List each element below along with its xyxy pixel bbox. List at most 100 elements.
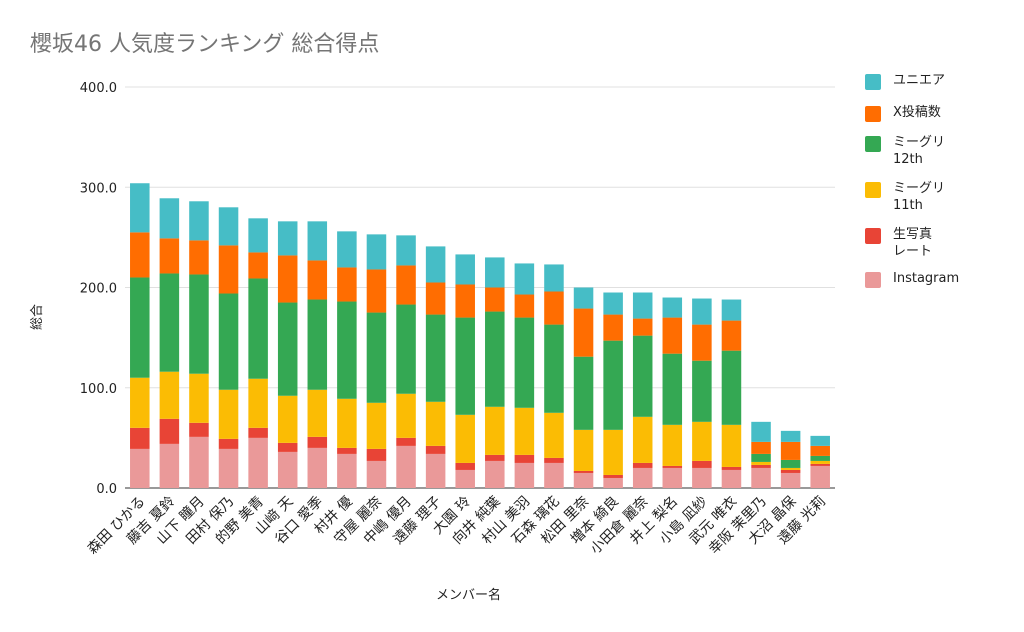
- legend-item: X投稿数: [865, 104, 941, 122]
- bar-segment: [218, 245, 239, 294]
- bar-segment: [544, 462, 564, 488]
- bar-segment: [248, 437, 268, 488]
- bar-segment: [218, 207, 239, 246]
- bar-segment: [810, 445, 830, 456]
- legend-label: ユニエア: [893, 73, 946, 88]
- bar-segment: [189, 373, 209, 423]
- bar-segment: [337, 453, 357, 488]
- bar-segment: [159, 418, 180, 444]
- bar-segment: [632, 318, 653, 336]
- legend-label: Instagram: [893, 271, 960, 286]
- bar-segment: [544, 412, 564, 458]
- bar-segment: [573, 356, 594, 430]
- bar-segment: [455, 469, 475, 488]
- bar-segment: [603, 474, 623, 478]
- bar-segment: [780, 430, 801, 442]
- legend-swatch: [865, 182, 881, 198]
- bar-segment: [130, 427, 150, 449]
- bar-segment: [632, 467, 653, 488]
- bar-segment: [277, 442, 298, 452]
- bar-segment: [721, 320, 742, 351]
- bar-segment: [159, 238, 180, 274]
- bar-segment: [159, 273, 180, 372]
- bar-segment: [218, 293, 239, 390]
- bar-segment: [751, 464, 771, 468]
- bar-segment: [810, 455, 830, 461]
- bar-segment: [662, 317, 683, 354]
- bar-segment: [130, 183, 150, 233]
- bar-segment: [751, 441, 771, 454]
- bar-segment: [130, 277, 150, 378]
- bar-segment: [366, 269, 387, 313]
- bar-segment: [455, 254, 475, 285]
- bar-segment: [692, 298, 712, 325]
- legend-swatch: [865, 74, 881, 90]
- bar-segment: [810, 435, 830, 446]
- bar-segment: [751, 453, 771, 462]
- bar-segment: [632, 462, 653, 468]
- bar-segment: [189, 422, 209, 437]
- bar-segment: [366, 312, 387, 403]
- bar-segment: [544, 264, 564, 292]
- bar-segment: [218, 389, 239, 439]
- bar-segment: [396, 445, 416, 488]
- bar-segment: [130, 377, 150, 428]
- bar-segment: [573, 287, 594, 309]
- bar-segment: [248, 378, 268, 428]
- bar-segment: [573, 470, 594, 473]
- bar-segment: [692, 467, 712, 488]
- bar-segment: [159, 198, 180, 239]
- legend-item: ミーグリ 11th: [865, 180, 945, 214]
- bar-segment: [396, 304, 416, 394]
- bar-segment: [337, 301, 357, 399]
- bar-segment: [485, 311, 505, 407]
- bar-segment: [485, 454, 505, 461]
- bar-segment: [455, 414, 475, 463]
- bar-segment: [573, 472, 594, 488]
- bar-segment: [277, 395, 298, 443]
- bar-segment: [603, 314, 623, 341]
- bar-segment: [307, 389, 328, 437]
- bar-segment: [277, 451, 298, 488]
- bar-segment: [307, 299, 328, 390]
- bar-segment: [248, 427, 268, 438]
- bar-segment: [721, 299, 742, 321]
- legend-label: X投稿数: [893, 105, 941, 120]
- bar-segment: [396, 235, 416, 266]
- bar-segment: [751, 421, 771, 442]
- bar-segment: [130, 232, 150, 278]
- bar-segment: [277, 221, 298, 256]
- legend-label: ミーグリ 12th: [893, 135, 946, 167]
- bar-segment: [425, 445, 446, 454]
- bar-segment: [189, 201, 209, 241]
- legend-item: Instagram: [865, 270, 960, 288]
- bar-segment: [573, 429, 594, 471]
- bar-segment: [307, 260, 328, 300]
- bar-segment: [603, 292, 623, 315]
- bar-segment: [189, 436, 209, 488]
- bar-segment: [632, 416, 653, 463]
- bar-segment: [721, 350, 742, 425]
- bar-segment: [159, 443, 180, 488]
- legend-item: ユニエア: [865, 72, 946, 90]
- legend-swatch: [865, 136, 881, 152]
- bar-segment: [514, 407, 535, 455]
- bar-segment: [692, 324, 712, 361]
- bar-segment: [455, 317, 475, 415]
- bar-segment: [307, 221, 328, 261]
- bar-segment: [721, 469, 742, 488]
- bar-segment: [632, 335, 653, 417]
- bar-segment: [721, 424, 742, 467]
- bar-segment: [455, 284, 475, 318]
- y-tick-label: 100.0: [80, 382, 117, 397]
- bar-segment: [130, 448, 150, 488]
- bar-segment: [514, 454, 535, 463]
- bar-segment: [810, 465, 830, 488]
- bar-segment: [692, 421, 712, 461]
- bar-segment: [810, 463, 830, 466]
- bar-segment: [425, 314, 446, 402]
- bar-segment: [366, 460, 387, 488]
- bar-segment: [189, 274, 209, 374]
- bar-segment: [721, 466, 742, 470]
